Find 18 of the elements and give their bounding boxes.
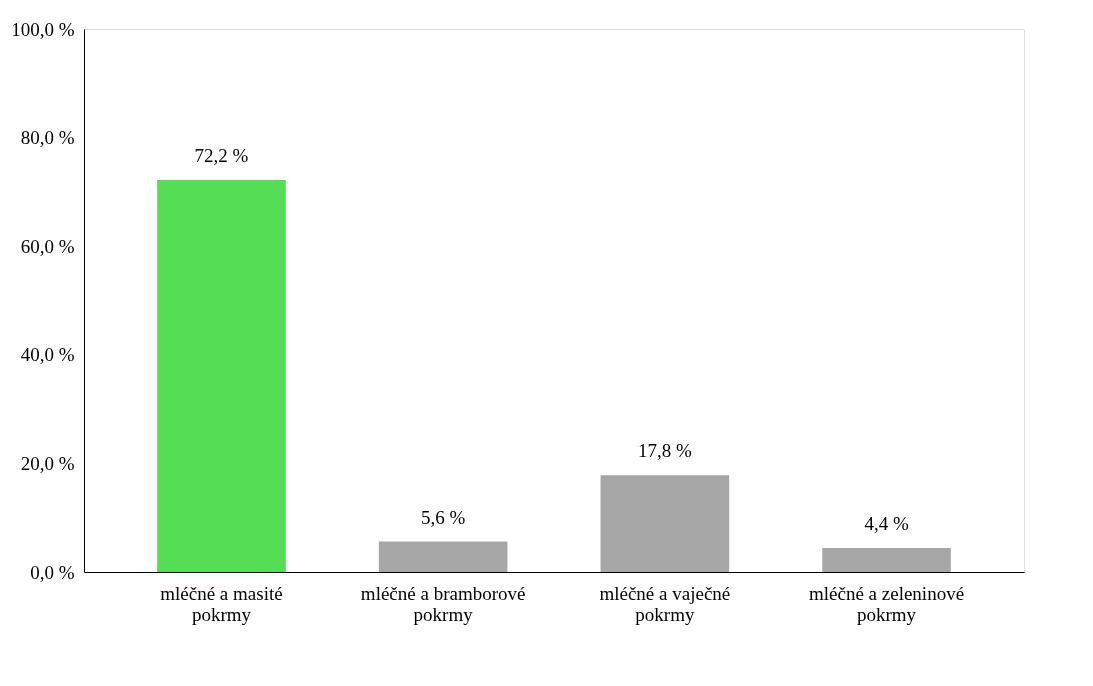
bar <box>600 475 730 572</box>
bar <box>378 541 508 572</box>
data-label: 5,6 % <box>420 506 466 528</box>
x-tick-label: mléčné a masité pokrmy <box>160 582 283 625</box>
data-label: 72,2 % <box>194 144 249 166</box>
y-tick-label: 20,0 % <box>20 452 75 474</box>
bar <box>822 548 951 572</box>
y-tick-label: 0,0 % <box>30 561 75 583</box>
x-tick-label: mléčné a bramborové pokrmy <box>360 582 526 625</box>
y-tick-label: 80,0 % <box>20 127 75 149</box>
x-tick-label: mléčné a zeleninové pokrmy <box>809 582 965 625</box>
data-label: 17,8 % <box>637 440 692 462</box>
x-tick-label: mléčné a vaječné pokrmy <box>599 582 731 625</box>
y-tick-label: 40,0 % <box>20 344 75 366</box>
data-label: 4,4 % <box>864 513 909 535</box>
y-tick-label: 60,0 % <box>20 235 75 257</box>
bar <box>157 179 286 572</box>
y-tick-label: 100,0 % <box>11 18 75 40</box>
